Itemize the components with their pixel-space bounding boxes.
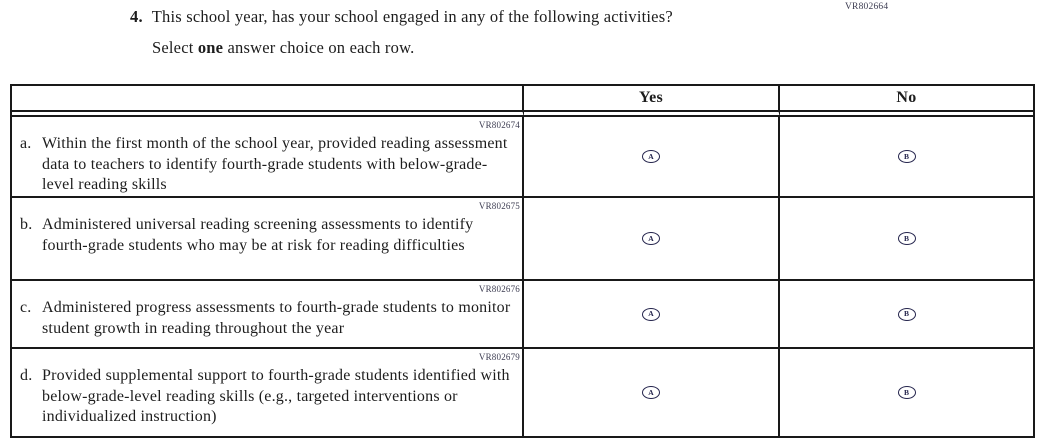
answer-bubble-b-yes[interactable]: A — [642, 232, 660, 245]
row-text: Provided supplemental support to fourth-… — [42, 367, 510, 425]
instruction-suffix: answer choice on each row. — [223, 38, 415, 57]
row-vr-code: VR802674 — [478, 120, 520, 130]
table-row-stem-b: VR802675 b. Administered universal readi… — [12, 198, 524, 281]
table-row-stem-d: VR802679 d. Provided supplemental suppor… — [12, 349, 524, 436]
header-no: No — [780, 86, 1033, 117]
answer-bubble-d-no[interactable]: B — [897, 386, 916, 399]
header-yes: Yes — [524, 86, 780, 117]
instruction-prefix: Select — [152, 38, 198, 57]
choice-cell-c-no: B — [780, 281, 1033, 349]
question-vr-code: VR802664 — [845, 2, 889, 12]
answer-bubble-a-no[interactable]: B — [897, 150, 916, 163]
question-text-line: 4. This school year, has your school enga… — [130, 6, 850, 28]
row-vr-code: VR802675 — [478, 201, 520, 211]
row-letter: c. — [20, 299, 32, 316]
answer-bubble-a-yes[interactable]: A — [642, 150, 660, 163]
choice-cell-a-no: B — [780, 117, 1033, 198]
row-letter: b. — [20, 216, 33, 233]
answer-bubble-c-yes[interactable]: A — [642, 307, 660, 321]
table-row-stem-c: VR802676 c. Administered progress assess… — [12, 281, 524, 349]
choice-cell-b-no: B — [780, 198, 1033, 281]
row-text: Administered progress assessments to fou… — [42, 299, 511, 337]
row-text: Within the first month of the school yea… — [42, 135, 508, 193]
question-block: 4. This school year, has your school enga… — [130, 6, 850, 59]
question-text: This school year, has your school engage… — [151, 7, 673, 26]
choice-cell-a-yes: A — [524, 117, 780, 198]
choice-cell-b-yes: A — [524, 198, 780, 281]
answer-bubble-c-no[interactable]: B — [897, 307, 916, 321]
instruction-bold: one — [197, 38, 224, 57]
row-vr-code: VR802679 — [478, 352, 520, 362]
row-vr-code: VR802676 — [478, 284, 520, 294]
row-letter: a. — [20, 135, 32, 152]
row-letter: d. — [20, 367, 33, 384]
row-text: Administered universal reading screening… — [42, 216, 474, 254]
choice-cell-c-yes: A — [524, 281, 780, 349]
answer-bubble-b-no[interactable]: B — [897, 232, 916, 245]
table-row-stem-a: VR802674 a. Within the first month of th… — [12, 117, 524, 198]
question-instruction: Select one answer choice on each row. — [152, 37, 850, 59]
answer-matrix-table: Yes No VR802674 a. Within the first mont… — [10, 84, 1035, 438]
choice-cell-d-yes: A — [524, 349, 780, 436]
question-number: 4. — [130, 7, 143, 26]
header-stem-cell — [12, 86, 524, 117]
answer-bubble-d-yes[interactable]: A — [642, 386, 660, 399]
choice-cell-d-no: B — [780, 349, 1033, 436]
